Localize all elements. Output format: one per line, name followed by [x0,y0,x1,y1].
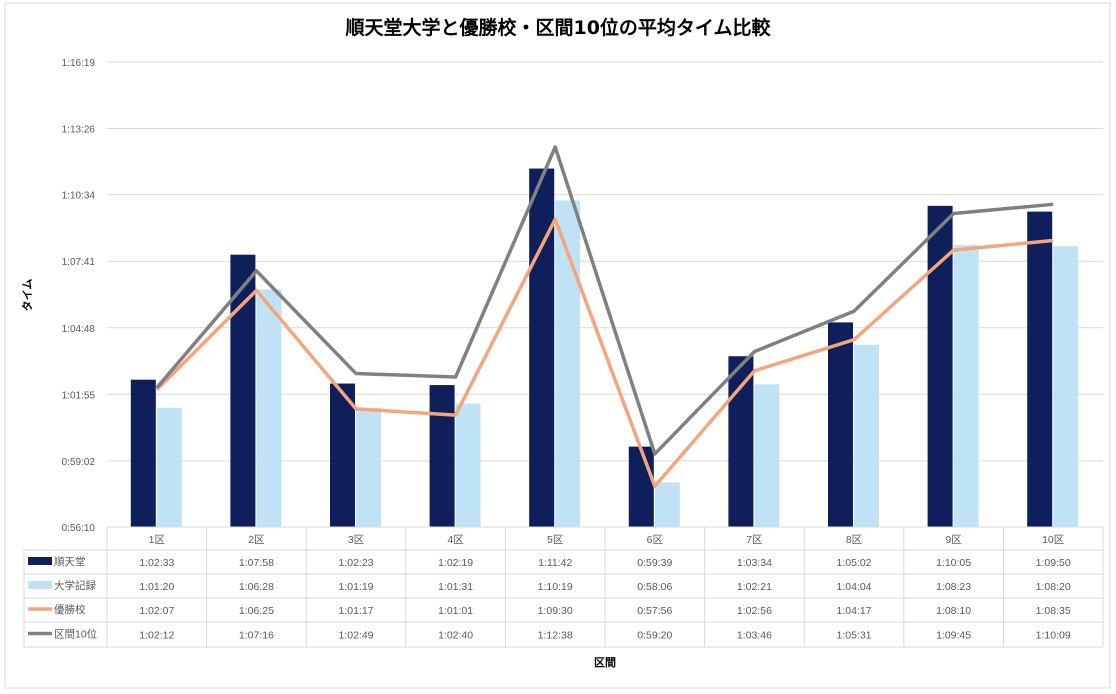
bar-大学記録-10区 [1053,246,1079,527]
table-cell: 1:02:49 [338,630,373,642]
y-tick-label: 1:01:55 [62,390,96,401]
y-tick-label: 1:07:41 [62,257,96,268]
table-cell: 1:02:33 [139,557,174,569]
table-cell: 1:02:07 [139,605,174,617]
table-cell: 1:03:34 [737,557,772,569]
bar-順天堂-4区 [429,385,455,527]
y-tick-label: 1:04:48 [62,324,96,335]
table-cell: 1:06:25 [239,605,274,617]
y-tick-label: 1:10:34 [62,191,96,202]
line-区間10位 [155,145,1054,456]
line-優勝校 [155,217,1054,488]
bar-大学記録-2区 [256,289,282,527]
table-cell: 1:09:50 [1036,557,1071,569]
x-category-label: 7区 [746,534,762,546]
legend-key-大学記録 [28,581,52,589]
table-cell: 1:01:20 [139,581,174,593]
legend-label: 順天堂 [54,556,86,568]
x-category-label: 2区 [248,534,264,546]
table-cell: 1:08:10 [936,605,971,617]
table-cell: 1:09:45 [936,630,971,642]
table-cell: 1:10:05 [936,557,971,569]
x-category-label: 3区 [348,534,364,546]
x-category-label: 6区 [647,534,663,546]
table-cell: 1:07:58 [239,557,274,569]
table-cell: 1:08:23 [936,581,971,593]
x-category-label: 8区 [846,534,862,546]
bar-順天堂-5区 [529,168,555,528]
table-cell: 1:06:28 [239,581,274,593]
bar-順天堂-10区 [1027,211,1053,527]
table-cell: 1:09:30 [538,605,573,617]
table-cell: 1:02:21 [737,581,772,593]
bar-大学記録-4区 [455,403,481,527]
table-cell: 0:58:06 [637,581,672,593]
bar-順天堂-9区 [927,205,953,527]
bar-順天堂-3区 [330,383,355,527]
legend-label: 区間10位 [54,628,98,641]
table-cell: 1:10:19 [538,581,573,593]
table-cell: 1:03:46 [737,630,772,642]
table-cell: 1:04:04 [836,581,871,593]
table-cell: 1:01:01 [438,605,473,617]
x-axis-title: 区間 [594,656,616,669]
table-cell: 1:10:09 [1036,630,1071,642]
table-cell: 1:05:31 [836,630,871,642]
bar-大学記録-6区 [654,482,680,527]
table-cell: 1:02:12 [139,630,174,642]
table-cell: 1:02:23 [338,557,373,569]
bar-順天堂-6区 [628,446,654,527]
table-cell: 1:12:38 [538,630,573,642]
table-cell: 1:02:19 [438,557,473,569]
y-tick-label: 1:16:19 [62,58,96,69]
bar-順天堂-7区 [728,356,754,527]
table-cell: 0:59:39 [637,557,672,569]
x-category-label: 4区 [447,534,463,546]
x-category-label: 10区 [1042,534,1064,546]
table-cell: 1:01:17 [338,605,373,617]
y-tick-label: 0:59:02 [62,457,96,468]
y-axis-title: タイム [21,279,34,312]
y-tick-label: 0:56:10 [62,523,96,534]
x-category-label: 5区 [547,534,563,546]
x-category-label: 9区 [945,534,961,546]
x-category-label: 1区 [149,534,165,546]
chart-title: 順天堂大学と優勝校・区間10位の平均タイム比較 [345,16,771,39]
bar-順天堂-8区 [828,322,853,527]
y-tick-label: 1:13:26 [62,125,96,136]
table-cell: 1:02:56 [737,605,772,617]
bar-順天堂-1区 [130,379,156,527]
table-cell: 1:01:19 [338,581,373,593]
table-cell: 1:02:40 [438,630,473,642]
bar-大学記録-3区 [356,408,381,527]
bar-大学記録-9区 [953,245,979,528]
table-cell: 1:07:16 [239,630,274,642]
table-cell: 1:04:17 [836,605,871,617]
table-cell: 1:01:31 [438,581,473,593]
bar-大学記録-8区 [854,344,879,527]
legend-label: 大学記録 [54,579,96,592]
table-cell: 1:08:20 [1036,581,1071,593]
bar-順天堂-2区 [230,254,256,527]
table-cell: 1:08:35 [1036,605,1071,617]
bar-大学記録-1区 [156,407,182,527]
table-cell: 0:59:20 [637,630,672,642]
bar-大学記録-7区 [754,384,780,527]
legend-label: 優勝校 [54,603,86,616]
table-cell: 0:57:56 [637,605,672,617]
table-cell: 1:05:02 [836,557,871,569]
table-cell: 1:11:42 [538,557,572,569]
legend-key-順天堂 [28,557,52,565]
